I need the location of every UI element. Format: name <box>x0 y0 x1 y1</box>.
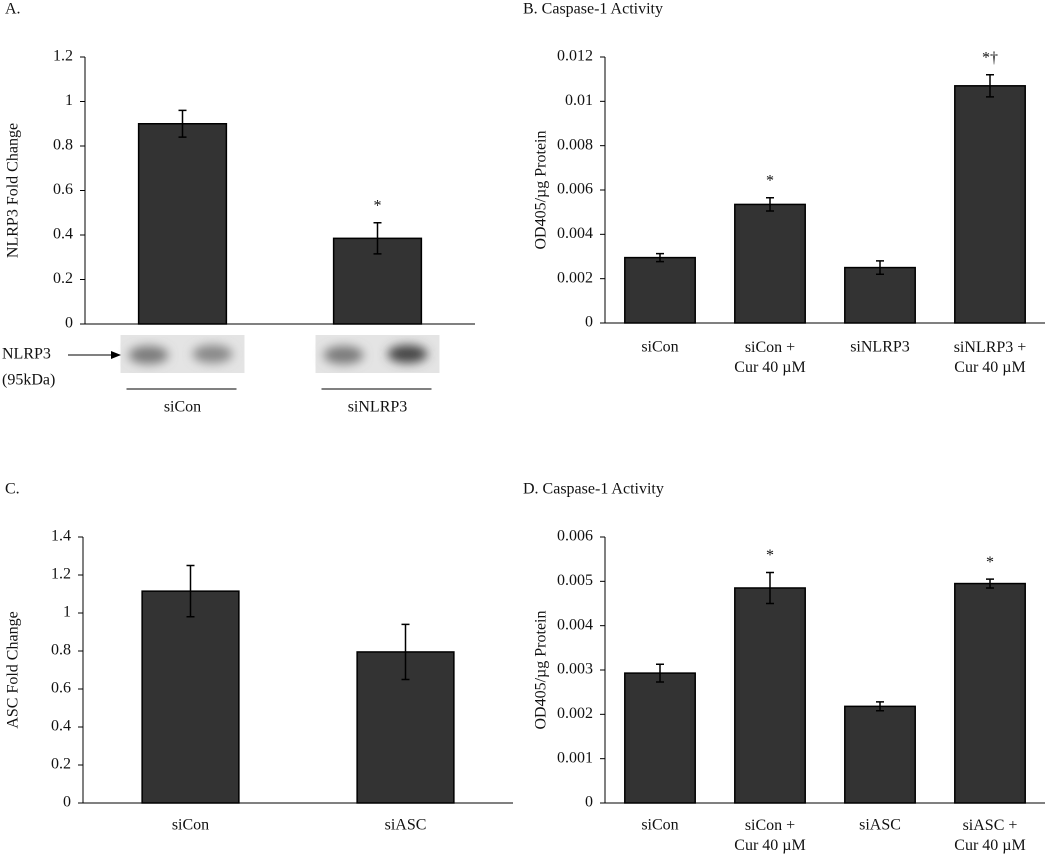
error-bar <box>876 701 884 712</box>
error-bar <box>656 252 664 263</box>
y-tick-label: 0.003 <box>557 661 593 678</box>
y-tick-label: 0 <box>585 314 593 331</box>
bar <box>141 590 240 804</box>
x-tick-label: siASC <box>385 817 427 834</box>
y-tick-label: 0.008 <box>557 136 593 153</box>
y-tick-label: 0.001 <box>557 749 593 766</box>
y-tick-label: 1.2 <box>53 48 73 65</box>
y-tick-label: 0.004 <box>557 225 593 242</box>
y-tick-label: 0.2 <box>51 756 71 773</box>
panel-title: D. Caspase-1 Activity <box>523 481 664 498</box>
significance-label: * <box>766 547 774 564</box>
bar <box>844 705 916 804</box>
x-tick-label: siNLRP3 <box>348 399 408 416</box>
bar <box>332 237 423 325</box>
error-bar <box>766 197 774 212</box>
error-bar <box>986 73 994 98</box>
y-tick-label: 0 <box>63 794 71 811</box>
bar <box>624 256 696 324</box>
bar <box>734 587 806 804</box>
x-tick-label: siCon <box>641 339 678 356</box>
x-tick-label: siCon <box>641 817 678 834</box>
bar <box>954 582 1026 804</box>
y-tick-label: 0.2 <box>53 270 73 287</box>
blot-size-label: (95kDa) <box>2 372 55 389</box>
y-tick-label: 0 <box>585 794 593 811</box>
panel-title: C. <box>5 481 20 498</box>
y-tick-label: 0.6 <box>51 680 71 697</box>
x-tick-label: siCon + Cur 40 µM <box>734 339 805 376</box>
y-tick-label: 1 <box>65 92 73 109</box>
error-bar <box>986 578 994 589</box>
y-tick-label: 1.4 <box>51 528 71 545</box>
y-tick-label: 0.004 <box>557 616 593 633</box>
significance-label: * <box>986 554 994 571</box>
y-axis-label: NLRP3 Fold Change <box>5 123 22 258</box>
y-tick-label: 0.4 <box>51 718 71 735</box>
significance-label: *† <box>982 49 998 66</box>
error-bar <box>186 564 195 618</box>
panel-title: B. Caspase-1 Activity <box>523 1 663 18</box>
x-tick-label: siCon + Cur 40 µM <box>734 817 805 854</box>
y-tick-label: 0.01 <box>565 92 593 109</box>
x-tick-label: siCon <box>172 817 209 834</box>
y-tick-label: 0.006 <box>557 528 593 545</box>
y-tick-label: 1 <box>63 604 71 621</box>
y-axis-label: OD405/µg Protein <box>533 611 550 730</box>
y-tick-label: 1.2 <box>51 566 71 583</box>
y-tick-label: 0.4 <box>53 226 73 243</box>
y-tick-label: 0.006 <box>557 181 593 198</box>
blot-band <box>192 345 233 363</box>
bar <box>137 123 228 325</box>
y-tick-label: 0.012 <box>557 48 593 65</box>
y-tick-label: 0.8 <box>51 642 71 659</box>
y-tick-label: 0.002 <box>557 705 593 722</box>
error-bar <box>876 260 884 275</box>
y-tick-label: 0.6 <box>53 181 73 198</box>
x-tick-label: siASC + Cur 40 µM <box>954 817 1025 854</box>
y-tick-label: 0.8 <box>53 137 73 154</box>
x-tick-label: siASC <box>859 817 901 834</box>
error-bar <box>401 623 410 681</box>
blot-band <box>323 346 364 364</box>
error-bar <box>373 222 382 255</box>
significance-label: * <box>374 197 382 214</box>
y-axis-label: OD405/µg Protein <box>533 131 550 250</box>
blot-protein-label: NLRP3 <box>2 346 51 363</box>
blot-band <box>128 346 169 364</box>
blot-band <box>387 345 428 363</box>
error-bar <box>178 109 187 138</box>
x-tick-label: siNLRP3 <box>850 339 910 356</box>
y-tick-label: 0.005 <box>557 572 593 589</box>
error-bar <box>766 571 774 605</box>
x-tick-label: siNLRP3 + Cur 40 µM <box>954 339 1027 376</box>
western-blot <box>315 335 440 373</box>
bar <box>624 672 696 804</box>
y-tick-label: 0 <box>65 315 73 332</box>
panel-title: A. <box>5 1 21 18</box>
western-blot <box>120 335 245 373</box>
x-tick-label: siCon <box>164 399 201 416</box>
y-tick-label: 0.002 <box>557 269 593 286</box>
bar <box>844 266 916 324</box>
y-axis-label: ASC Fold Change <box>5 611 22 728</box>
significance-label: * <box>766 172 774 189</box>
error-bar <box>656 663 664 683</box>
bar <box>954 85 1026 324</box>
bar <box>734 203 806 324</box>
